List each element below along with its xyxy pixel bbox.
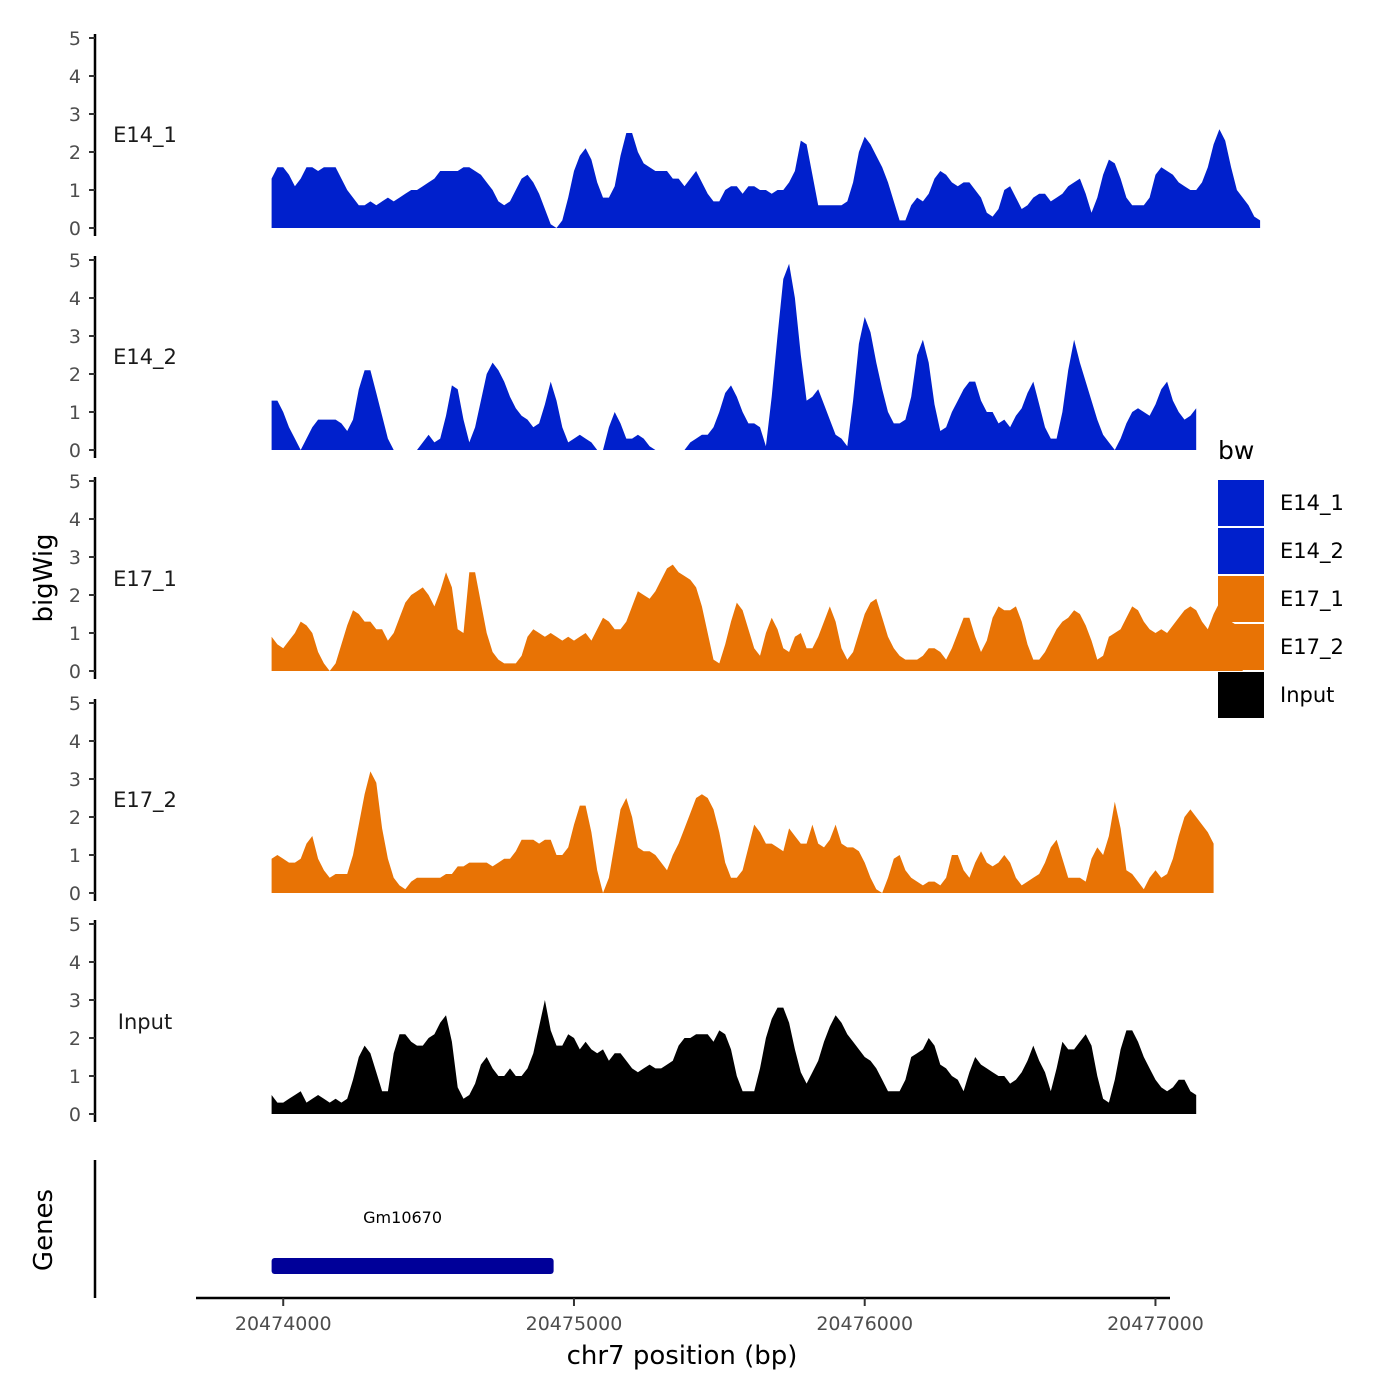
y-tick-label: 5: [69, 28, 81, 50]
y-tick-label: 4: [69, 288, 81, 310]
y-tick-label: 2: [69, 585, 81, 607]
y-tick-label: 1: [69, 1066, 81, 1088]
y-tick-label: 0: [69, 661, 81, 683]
y-tick-label: 0: [69, 218, 81, 240]
legend-label: E17_2: [1280, 635, 1344, 660]
legend-label: E17_1: [1280, 587, 1344, 612]
y-tick-label: 4: [69, 952, 81, 974]
y-tick-label: 3: [69, 769, 81, 791]
y-tick-label: 0: [69, 1104, 81, 1126]
track-label: E17_2: [113, 788, 177, 813]
y-tick-label: 2: [69, 1028, 81, 1050]
coverage-area: [271, 771, 1214, 893]
track-input: 0 1 2 3 4 5 Input: [69, 914, 1197, 1126]
y-tick-label: 0: [69, 440, 81, 462]
y-tick-label: 3: [69, 990, 81, 1012]
tracks-layer: 0 1 2 3 4 5 E14_1 0 1 2 3 4 5 E14_2 0 1 2 3 4 5 E17_1 0 1 2 3 4 5 E…: [69, 28, 1261, 1126]
legend: bw E14_1 E14_2 E17_1 E17_2 Input: [1218, 436, 1344, 718]
y-axis-title: bigWig: [29, 533, 59, 622]
gene-label: Gm10670: [363, 1208, 442, 1227]
y-tick-label: 5: [69, 250, 81, 272]
track-e14-1: 0 1 2 3 4 5 E14_1: [69, 28, 1261, 240]
coverage-area: [271, 263, 1197, 450]
x-axis-title: chr7 position (bp): [567, 1341, 798, 1371]
y-tick-label: 2: [69, 364, 81, 386]
y-tick-label: 4: [69, 509, 81, 531]
coverage-area: [271, 129, 1261, 228]
y-tick-label: 4: [69, 66, 81, 88]
legend-swatch: [1218, 624, 1264, 670]
y-tick-label: 3: [69, 104, 81, 126]
legend-label: E14_2: [1280, 539, 1344, 564]
track-label: E14_2: [113, 345, 177, 370]
y-tick-label: 0: [69, 883, 81, 905]
coverage-area: [271, 564, 1243, 671]
legend-swatch: [1218, 480, 1264, 526]
x-tick-label: 20475000: [526, 1313, 623, 1335]
legend-label: Input: [1280, 683, 1334, 707]
track-e14-2: 0 1 2 3 4 5 E14_2: [69, 250, 1197, 462]
track-label: E14_1: [113, 123, 177, 148]
y-tick-label: 3: [69, 326, 81, 348]
y-tick-label: 2: [69, 142, 81, 164]
y-tick-label: 5: [69, 914, 81, 936]
y-tick-label: 1: [69, 623, 81, 645]
y-tick-label: 2: [69, 807, 81, 829]
genes-axis-title: Genes: [29, 1189, 59, 1271]
legend-swatch: [1218, 576, 1264, 622]
y-tick-label: 3: [69, 547, 81, 569]
track-e17-1: 0 1 2 3 4 5 E17_1: [69, 471, 1243, 683]
x-tick-label: 20474000: [235, 1313, 332, 1335]
genes-panel: Gm10670: [93, 1160, 554, 1298]
legend-swatch: [1218, 528, 1264, 574]
legend-label: E14_1: [1280, 491, 1344, 516]
y-tick-label: 1: [69, 180, 81, 202]
y-tick-label: 4: [69, 731, 81, 753]
track-label: Input: [118, 1010, 172, 1034]
y-tick-label: 5: [69, 471, 81, 493]
coverage-area: [271, 1000, 1197, 1114]
y-tick-label: 5: [69, 693, 81, 715]
y-tick-label: 1: [69, 845, 81, 867]
legend-swatch: [1218, 672, 1264, 718]
gene-body: [271, 1258, 554, 1274]
x-axis: 20474000 20475000 20476000 20477000: [196, 1296, 1204, 1335]
x-tick-label: 20477000: [1107, 1313, 1204, 1335]
track-e17-2: 0 1 2 3 4 5 E17_2: [69, 693, 1214, 905]
x-tick-label: 20476000: [816, 1313, 913, 1335]
y-tick-label: 1: [69, 402, 81, 424]
track-label: E17_1: [113, 567, 177, 592]
legend-title: bw: [1218, 436, 1254, 465]
